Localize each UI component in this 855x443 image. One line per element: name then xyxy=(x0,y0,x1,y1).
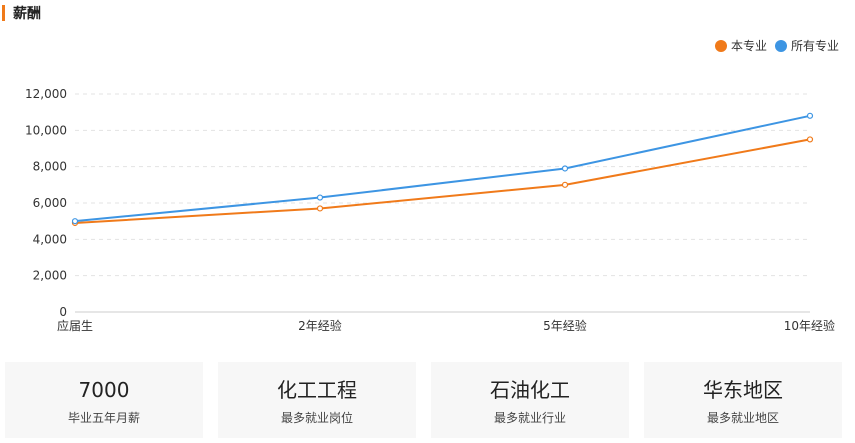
data-point-series-0 xyxy=(316,205,324,212)
card-label: 毕业五年月薪 xyxy=(67,411,140,425)
card-label: 最多就业行业 xyxy=(493,411,566,425)
x-tick-label: 2年经验 xyxy=(298,318,342,333)
card-value: 7000 xyxy=(78,378,130,402)
card-label: 最多就业岗位 xyxy=(280,411,353,425)
y-tick-label: 10,000 xyxy=(25,123,67,137)
line-chart: 0 2,000 4,000 6,000 8,000 10,000 12,000 应届生 2年经验… xyxy=(25,87,835,333)
accent-bar xyxy=(2,5,5,21)
data-point-series-1 xyxy=(316,194,324,201)
legend-item-series-1[interactable]: 所有专业 xyxy=(774,37,839,54)
card-value: 华东地区 xyxy=(703,378,783,402)
summary-card-position: 化工工程 最多就业岗位 xyxy=(218,362,416,438)
y-tick-label: 2,000 xyxy=(33,269,67,283)
series-line-1 xyxy=(74,114,811,223)
data-point-series-1 xyxy=(806,112,814,119)
summary-card-industry: 石油化工 最多就业行业 xyxy=(431,362,629,438)
y-tick-label: 6,000 xyxy=(33,196,67,210)
section-header: 薪酬 xyxy=(0,4,41,22)
series-line-0 xyxy=(74,138,811,224)
legend-item-series-0[interactable]: 本专业 xyxy=(714,37,767,54)
y-tick-label: 4,000 xyxy=(33,232,67,246)
legend-label: 所有专业 xyxy=(790,39,839,53)
y-tick-label: 12,000 xyxy=(25,87,67,101)
x-tick-label: 10年经验 xyxy=(784,318,835,333)
legend-label: 本专业 xyxy=(730,39,767,53)
legend-dot-icon xyxy=(714,39,727,52)
card-value: 石油化工 xyxy=(490,378,570,402)
summary-card-salary: 7000 毕业五年月薪 xyxy=(5,362,203,438)
summary-card-region: 华东地区 最多就业地区 xyxy=(644,362,842,438)
y-tick-label: 8,000 xyxy=(33,160,67,174)
data-point-series-0 xyxy=(561,181,569,188)
data-point-series-0 xyxy=(806,136,814,143)
legend-dot-icon xyxy=(774,39,787,52)
data-point-series-1 xyxy=(71,218,79,225)
card-label: 最多就业地区 xyxy=(706,411,779,425)
card-value: 化工工程 xyxy=(277,378,357,402)
x-tick-label: 应届生 xyxy=(57,318,93,333)
y-tick-label: 0 xyxy=(59,305,67,319)
summary-cards: 7000 毕业五年月薪 化工工程 最多就业岗位 石油化工 最多就业行业 华东地区… xyxy=(5,362,845,438)
x-tick-label: 5年经验 xyxy=(543,318,587,333)
chart-legend: 本专业 所有专业 xyxy=(707,37,839,54)
section-title: 薪酬 xyxy=(13,6,41,22)
data-point-series-1 xyxy=(561,165,569,172)
